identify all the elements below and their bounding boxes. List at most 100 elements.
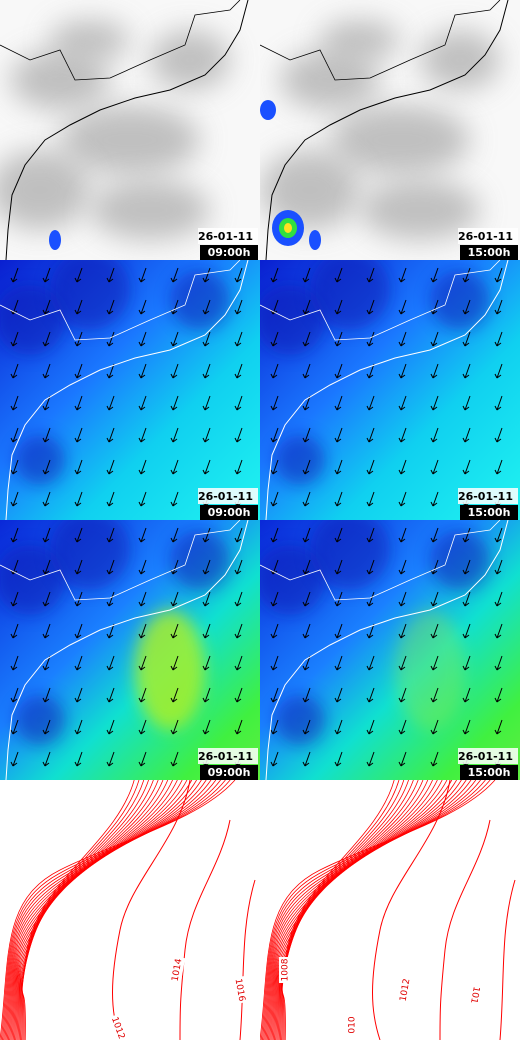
rain-cell (260, 100, 276, 120)
map-body: 26-01-11 09:00h (0, 0, 260, 260)
wind-arrow (138, 527, 147, 543)
wind-arrow (270, 751, 279, 767)
wind-arrow (366, 363, 375, 379)
isobar (3, 780, 221, 1040)
wind-arrow (74, 623, 83, 639)
time-label: 15:00h (468, 246, 511, 259)
wind-arrow (462, 363, 471, 379)
time-label: 15:00h (468, 766, 511, 779)
wind-arrow (302, 491, 311, 507)
wind-arrow (494, 459, 503, 475)
wind-arrow (430, 363, 439, 379)
isobar (4, 780, 217, 1040)
wind-arrow (234, 331, 243, 347)
coastline (265, 260, 509, 520)
wind-arrow (430, 687, 439, 703)
wind-arrow (42, 559, 51, 575)
wind-arrow (494, 331, 503, 347)
blob (170, 530, 230, 590)
cloud (420, 30, 500, 90)
wind-arrow (398, 591, 407, 607)
isobar (8, 780, 202, 1040)
map-body: 26-01-11 09:00h (0, 260, 260, 520)
wind-arrow (74, 395, 83, 411)
isobar (281, 780, 400, 1040)
wind-arrow (202, 363, 211, 379)
wind-arrow (42, 299, 51, 315)
wind-arrow (430, 655, 439, 671)
wind-arrow (270, 591, 279, 607)
wind-arrow (74, 427, 83, 443)
map-body: 26-01-11 15:00h (260, 260, 520, 520)
isobar (6, 780, 207, 1040)
date-bg (198, 488, 258, 504)
date-label: 26-01-11 (198, 230, 253, 243)
blob (395, 610, 465, 730)
wind-arrow (302, 331, 311, 347)
wind-arrow (270, 427, 279, 443)
wind-arrow (234, 687, 243, 703)
wind-arrow (302, 427, 311, 443)
wind-arrow (270, 459, 279, 475)
wind-arrow (234, 719, 243, 735)
wind-arrow (462, 591, 471, 607)
cloud (260, 150, 360, 230)
wind-arrow (202, 719, 211, 735)
label-bg (466, 981, 484, 1009)
wind-arrow (74, 267, 83, 283)
wind-arrow (366, 527, 375, 543)
label-bg (168, 956, 186, 984)
wind-arrow (366, 655, 375, 671)
contour-label: 1012 (399, 978, 413, 1002)
wind-arrow (106, 395, 115, 411)
wind-arrow (10, 427, 19, 443)
wind-arrow (398, 623, 407, 639)
wind-arrow (74, 527, 83, 543)
wind-arrow (202, 299, 211, 315)
coastline (5, 520, 249, 780)
wind-arrow (170, 719, 179, 735)
wind-arrow (138, 267, 147, 283)
wind-arrow (270, 527, 279, 543)
isobar (372, 780, 451, 1040)
wind-arrow (430, 591, 439, 607)
wind-arrow (366, 687, 375, 703)
wind-arrow (398, 719, 407, 735)
wind-arrow (74, 299, 83, 315)
wind-arrow (334, 559, 343, 575)
wind-arrow (42, 655, 51, 671)
wind-arrow (334, 427, 343, 443)
border (260, 0, 501, 81)
wind-arrow (170, 751, 179, 767)
wind-arrow (302, 395, 311, 411)
cloud (150, 30, 230, 90)
wind-arrow (302, 591, 311, 607)
wind-arrow (106, 623, 115, 639)
map-body: 26-01-11 09:00h (0, 520, 260, 780)
wind-arrow (462, 427, 471, 443)
map-body: 26-01-11 15:00h (260, 520, 520, 780)
wind-arrow (270, 623, 279, 639)
wind-arrow (138, 591, 147, 607)
wind-arrow (334, 363, 343, 379)
cloud (280, 50, 380, 110)
wind-arrow (74, 559, 83, 575)
isobar (281, 780, 395, 1040)
wind-arrow (138, 655, 147, 671)
blob (135, 610, 205, 730)
wind-arrow (366, 427, 375, 443)
wind-arrow (430, 751, 439, 767)
cloud (60, 105, 200, 175)
wind-arrow (106, 559, 115, 575)
wind-arrow (170, 623, 179, 639)
wind-arrow (494, 719, 503, 735)
date-bg (458, 228, 518, 244)
wind-arrow (494, 687, 503, 703)
wind-arrow (334, 527, 343, 543)
wind-arrow (234, 591, 243, 607)
wind-arrow (334, 491, 343, 507)
isobar (2, 780, 226, 1040)
border (260, 520, 501, 601)
wind-arrow (170, 267, 179, 283)
